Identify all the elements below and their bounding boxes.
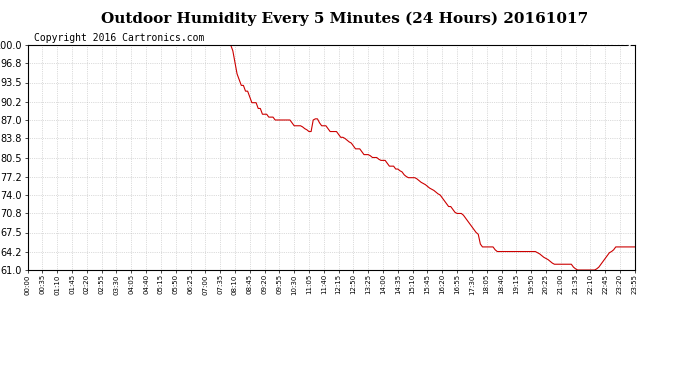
Text: Outdoor Humidity Every 5 Minutes (24 Hours) 20161017: Outdoor Humidity Every 5 Minutes (24 Hou…: [101, 11, 589, 26]
Text: Copyright 2016 Cartronics.com: Copyright 2016 Cartronics.com: [34, 33, 204, 43]
Text: Humidity  (%): Humidity (%): [583, 37, 659, 47]
